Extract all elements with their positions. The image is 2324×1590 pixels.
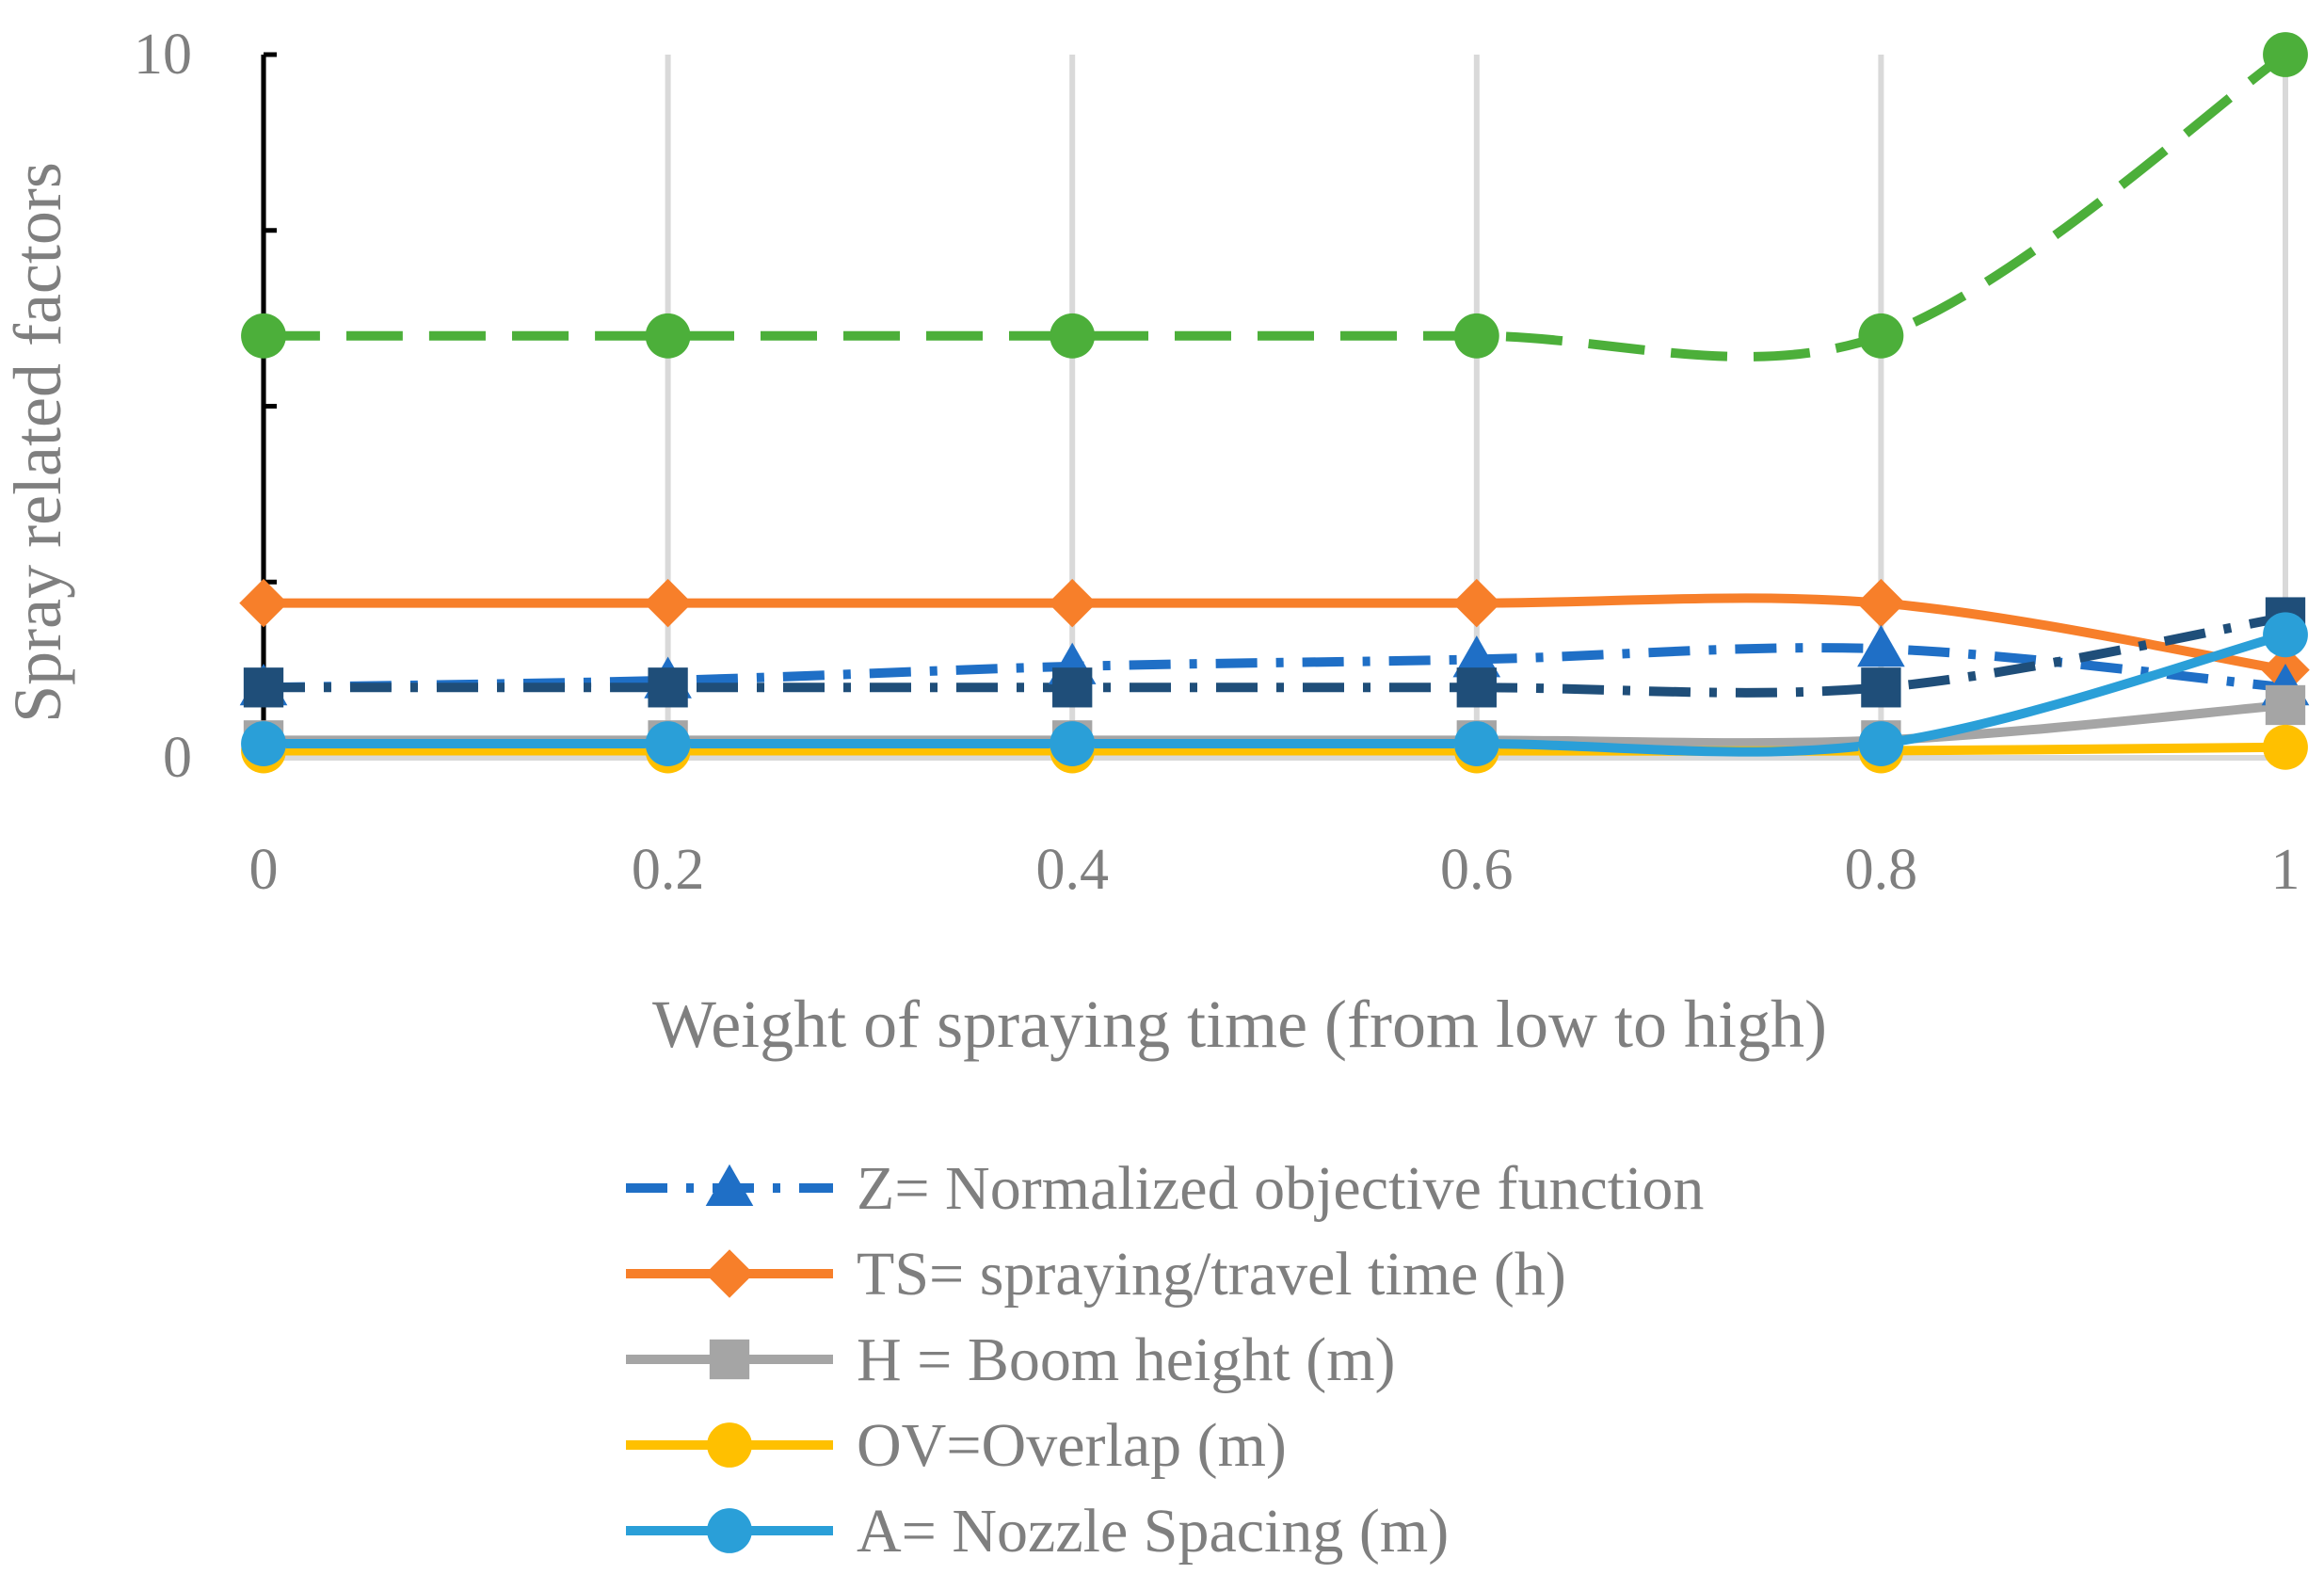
legend-item-1: TS= spraying/travel time (h) bbox=[626, 1240, 1566, 1309]
legend-marker-0 bbox=[705, 1164, 754, 1206]
series-1-point-3 bbox=[1452, 578, 1501, 628]
series-5-point-2 bbox=[1052, 667, 1093, 708]
series-5-point-1 bbox=[648, 667, 688, 708]
series-4-point-0 bbox=[241, 721, 286, 766]
series-4-point-5 bbox=[2263, 612, 2308, 658]
y-tick-label-0: 0 bbox=[163, 726, 192, 790]
legend-item-0: Z= Normalized objective function bbox=[626, 1154, 1704, 1223]
series-5-point-0 bbox=[243, 667, 284, 708]
x-axis-title: Weight of spraying time (from low to hig… bbox=[652, 987, 1827, 1062]
legend-item-3: OV=Overlap (m) bbox=[626, 1411, 1287, 1480]
series-6-point-1 bbox=[645, 313, 691, 359]
series-5-point-4 bbox=[1861, 667, 1901, 708]
series-line-0 bbox=[263, 643, 2286, 693]
series-6-point-0 bbox=[241, 313, 286, 359]
legend-item-4: A= Nozzle Spacing (m) bbox=[626, 1497, 1449, 1566]
legend-item-2: H = Boom height (m) bbox=[626, 1325, 1396, 1394]
series-3-point-5 bbox=[2263, 724, 2308, 770]
series-6-point-4 bbox=[1858, 313, 1904, 359]
series-6-point-2 bbox=[1050, 313, 1096, 359]
series-2-point-5 bbox=[2265, 684, 2306, 726]
y-tick-labels: 0 10 bbox=[134, 23, 192, 790]
legend-label-4: A= Nozzle Spacing (m) bbox=[857, 1497, 1449, 1566]
series-line-3 bbox=[264, 742, 2286, 756]
series-4-point-2 bbox=[1050, 721, 1096, 766]
series-1-point-4 bbox=[1856, 578, 1906, 628]
series-0-point-3 bbox=[1452, 635, 1501, 678]
legend: Z= Normalized objective function TS= spra… bbox=[626, 1154, 1704, 1566]
series-4-point-4 bbox=[1858, 721, 1904, 766]
legend-marker-3 bbox=[707, 1422, 752, 1468]
series-1-point-2 bbox=[1048, 578, 1097, 628]
series-6-point-3 bbox=[1453, 313, 1499, 359]
x-tick-label-0: 0 bbox=[249, 838, 279, 902]
gridlines bbox=[261, 55, 2288, 758]
x-tick-labels: 0 0.2 0.4 0.6 0.8 1 bbox=[249, 838, 2300, 902]
x-tick-label-1: 0.2 bbox=[632, 838, 705, 902]
legend-label-1: TS= spraying/travel time (h) bbox=[857, 1240, 1566, 1309]
series-line-6 bbox=[264, 50, 2288, 361]
series-line-5 bbox=[264, 612, 2286, 698]
legend-marker-4 bbox=[707, 1508, 752, 1553]
y-axis-title: Spray related factors bbox=[0, 162, 75, 723]
x-tick-label-4: 0.8 bbox=[1845, 838, 1918, 902]
x-tick-label-3: 0.6 bbox=[1440, 838, 1514, 902]
series-4-point-1 bbox=[645, 721, 691, 766]
series-1-point-0 bbox=[239, 578, 288, 628]
series-line-1 bbox=[263, 593, 2286, 675]
legend-label-2: H = Boom height (m) bbox=[857, 1325, 1396, 1394]
series-4-point-3 bbox=[1453, 721, 1499, 766]
series-5-point-3 bbox=[1456, 667, 1497, 708]
series-0-point-4 bbox=[1857, 624, 1905, 667]
series-lines bbox=[263, 50, 2288, 757]
series-6-point-5 bbox=[2263, 32, 2308, 77]
legend-label-3: OV=Overlap (m) bbox=[857, 1411, 1287, 1480]
axes bbox=[261, 52, 2285, 761]
x-tick-label-2: 0.4 bbox=[1035, 838, 1109, 902]
series-1-point-1 bbox=[643, 578, 693, 628]
series-line-4 bbox=[264, 630, 2287, 757]
legend-marker-1 bbox=[705, 1249, 754, 1298]
legend-marker-2 bbox=[709, 1339, 750, 1380]
y-tick-label-1: 10 bbox=[134, 23, 192, 87]
legend-label-0: Z= Normalized objective function bbox=[857, 1154, 1704, 1223]
x-tick-label-5: 1 bbox=[2271, 838, 2300, 902]
data-markers bbox=[239, 32, 2310, 774]
